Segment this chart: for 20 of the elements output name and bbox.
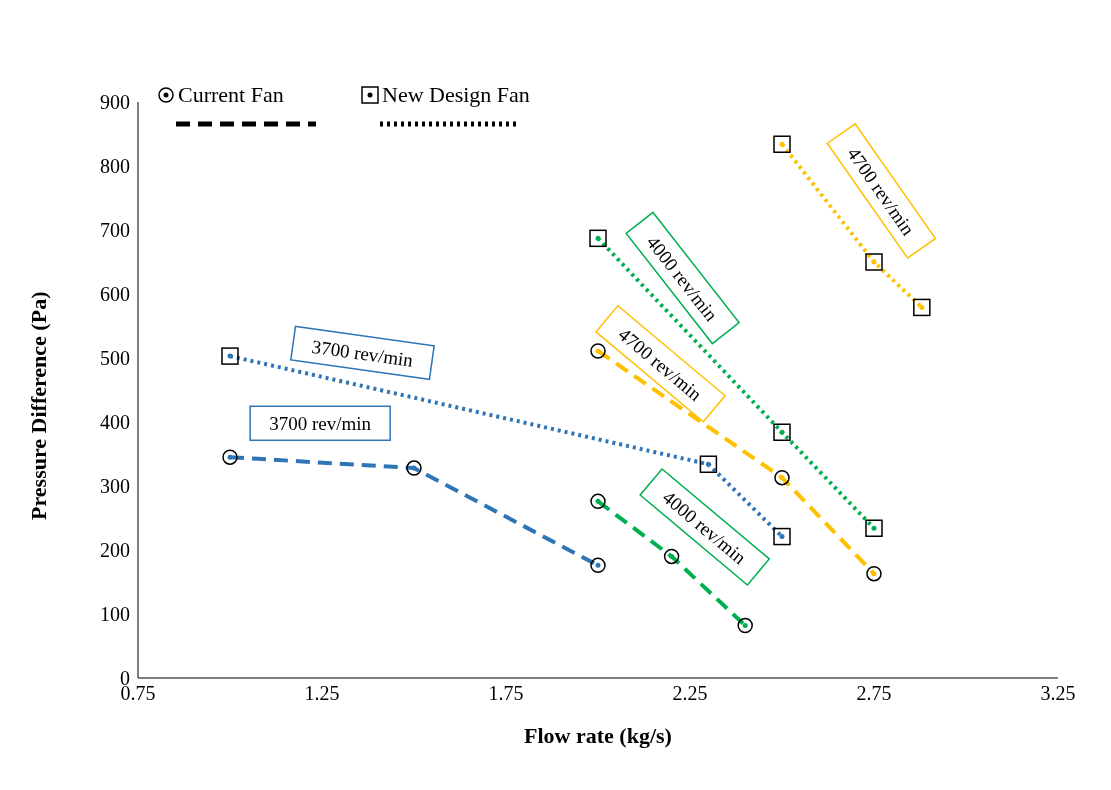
legend-label: New Design Fan (382, 82, 530, 108)
x-tick-label: 3.25 (1040, 682, 1076, 705)
x-axis-title: Flow rate (kg/s) (524, 723, 672, 748)
x-tick-label: 1.25 (304, 682, 340, 705)
x-tick-label: 2.25 (672, 682, 708, 705)
y-tick-label: 800 (100, 155, 130, 178)
x-tick-label: 2.75 (856, 682, 892, 705)
y-tick-label: 200 (100, 539, 130, 562)
y-tick-label: 500 (100, 347, 130, 370)
y-tick-label: 300 (100, 475, 130, 498)
x-tick-label: 1.75 (488, 682, 524, 705)
y-tick-label: 600 (100, 283, 130, 306)
annotation: 3700 rev/min (269, 413, 372, 435)
legend-label: Current Fan (178, 82, 284, 108)
y-tick-label: 700 (100, 219, 130, 242)
y-tick-label: 400 (100, 411, 130, 434)
y-tick-label: 100 (100, 603, 130, 626)
y-tick-label: 900 (100, 91, 130, 114)
y-axis-title: Pressure Difference (Pa) (25, 291, 51, 520)
annotation: 3700 rev/min (310, 335, 415, 371)
